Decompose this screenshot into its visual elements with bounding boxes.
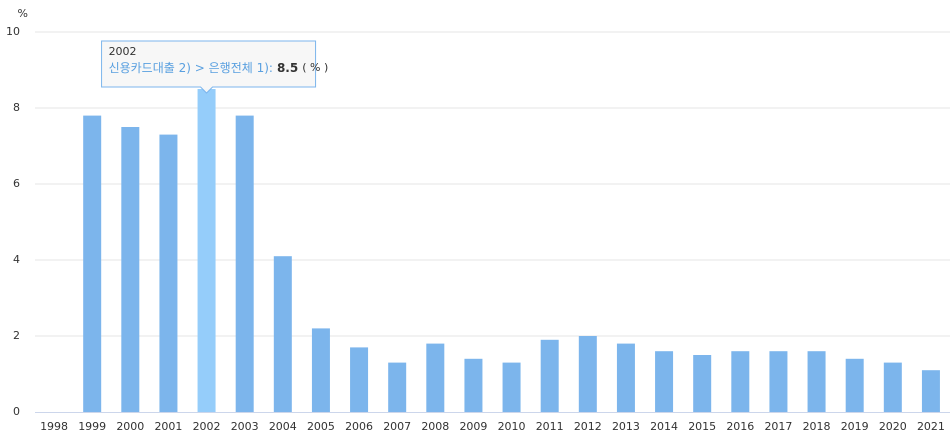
x-tick-label: 2004 (269, 420, 297, 433)
x-tick-label: 2011 (536, 420, 564, 433)
x-tick-label: 2008 (421, 420, 449, 433)
bar (502, 362, 521, 412)
bar (83, 115, 102, 412)
bar (159, 134, 178, 412)
x-tick-label: 2018 (803, 420, 831, 433)
x-tick-label: 2014 (650, 420, 678, 433)
x-tick-label: 2019 (841, 420, 869, 433)
bar (121, 127, 140, 412)
x-tick-label: 2009 (459, 420, 487, 433)
tooltip-title: 2002 (109, 45, 137, 58)
x-tick-label: 2010 (498, 420, 526, 433)
tooltip-line: 신용카드대출 2) > 은행전체 1): 8.5 ( % ) (109, 60, 329, 75)
y-tick-label: 8 (13, 101, 20, 114)
bar (235, 115, 254, 412)
x-tick-label: 2002 (193, 420, 221, 433)
x-tick-label: 2016 (726, 420, 754, 433)
tooltip-box (101, 40, 317, 94)
y-tick-label: 10 (6, 25, 20, 38)
y-tick-label: 2 (13, 329, 20, 342)
tooltip: 2002 신용카드대출 2) > 은행전체 1): 8.5 ( % ) (101, 40, 329, 94)
x-tick-label: 1999 (78, 420, 106, 433)
tooltip-series: 신용카드대출 2) > 은행전체 1): (109, 60, 273, 75)
x-tick-label: 2013 (612, 420, 640, 433)
bar[interactable] (197, 89, 216, 412)
bar (845, 358, 864, 412)
y-tick-label: 0 (13, 405, 20, 418)
bar (731, 351, 750, 412)
x-tick-label: 1998 (40, 420, 68, 433)
bar (693, 355, 712, 412)
x-tick-label: 2006 (345, 420, 373, 433)
x-tick-label: 2020 (879, 420, 907, 433)
bar (464, 358, 483, 412)
bar (388, 362, 407, 412)
tooltip-unit: ( % ) (302, 61, 328, 74)
x-tick-label: 2015 (688, 420, 716, 433)
x-tick-label: 2001 (154, 420, 182, 433)
bar (807, 351, 826, 412)
bar (655, 351, 674, 412)
x-tick-label: 2000 (116, 420, 144, 433)
y-tick-label: 4 (13, 253, 20, 266)
tooltip-value: 8.5 (277, 61, 298, 75)
x-tick-label: 2017 (764, 420, 792, 433)
x-tick-label: 2007 (383, 420, 411, 433)
bar (350, 347, 369, 412)
bar (883, 362, 902, 412)
bar (426, 343, 445, 412)
x-tick-label: 2021 (917, 420, 945, 433)
bar (540, 339, 559, 412)
bar (769, 351, 788, 412)
y-axis-unit: % (18, 7, 28, 20)
bar (616, 343, 635, 412)
bar (311, 328, 330, 412)
x-tick-label: 2005 (307, 420, 335, 433)
bar (273, 256, 292, 412)
y-tick-label: 6 (13, 177, 20, 190)
x-tick-label: 2003 (231, 420, 259, 433)
bar (578, 336, 597, 412)
x-tick-label: 2012 (574, 420, 602, 433)
bar (921, 370, 940, 412)
